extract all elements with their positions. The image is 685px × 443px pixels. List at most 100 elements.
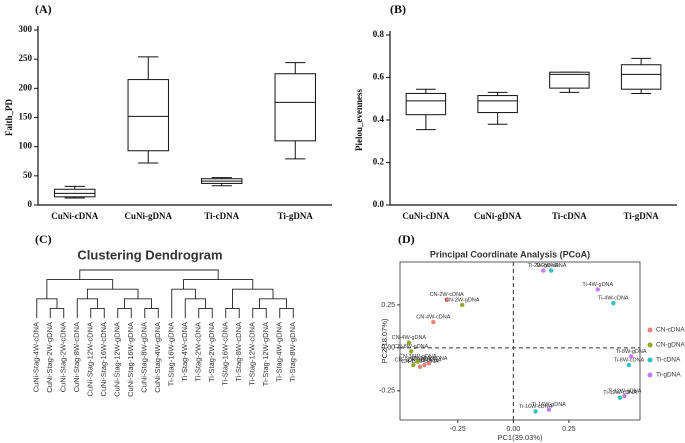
y-tick-label: 0.25	[381, 302, 395, 309]
box	[477, 95, 518, 114]
dendrogram-link	[171, 288, 196, 318]
point-label: Ti-4W-gDNA	[582, 282, 613, 288]
y-tick-label: 0.2	[373, 157, 385, 167]
leaf-label: CuNi-Stag-4W-cDNA	[32, 322, 41, 392]
point	[444, 297, 449, 302]
point	[426, 361, 432, 366]
point	[533, 409, 538, 414]
leaf-label: Ti-Stag-2W-cDNA	[194, 322, 203, 382]
leaf-label: Ti-Stag-16W-cDNA	[221, 322, 230, 386]
x-tick-label: CuNi-gDNA	[474, 211, 522, 221]
y-axis-label: Faith_PD	[4, 99, 14, 136]
point-label: CN-2W-cDNA	[430, 292, 464, 298]
chart-title: Clustering Dendrogram	[77, 247, 222, 262]
x-tick-label: Ti-gDNA	[623, 211, 659, 221]
legend-label: Ti-gDNA	[656, 372, 681, 379]
x-axis-label: PC1(39.03%)	[497, 433, 543, 442]
leaf-label: CuNi-Stag-2W-gDNA	[45, 322, 54, 393]
leaf-label: CuNi-Stag-16W-cDNA	[99, 322, 108, 396]
point	[617, 395, 623, 400]
leaf-label: Ti-Stag-12W-cDNA	[248, 322, 257, 386]
point	[611, 301, 616, 306]
point-label: Ti-16W-cDNA	[519, 404, 553, 410]
point-label: Ti-12W-gDNA	[607, 388, 641, 394]
point-label: CN-2W-gDNA	[445, 297, 480, 303]
panel-label: (B)	[390, 2, 406, 16]
leaf-label: Ti-Stag-12W-gDNA	[261, 322, 270, 386]
leaf-label: CuNi-Stag-4W-gDNA	[153, 322, 162, 393]
point-label: CN-16W-gDNA	[399, 354, 437, 360]
point	[411, 362, 416, 368]
legend-label: CN-cDNA	[656, 327, 685, 334]
panel-label: (D)	[398, 232, 415, 246]
leaf-label: CuNi-Stag-8W-cDNA	[72, 322, 81, 392]
dendrogram-link	[225, 307, 240, 318]
point-label: CN-12W-cDNA	[401, 359, 439, 365]
point	[622, 393, 627, 399]
dendrogram-link	[279, 307, 294, 318]
x-tick-label: 0.25	[562, 426, 576, 433]
y-tick-label: 150	[19, 112, 33, 122]
x-tick-label: 0.00	[507, 426, 521, 433]
point-label: CN-4W-gDNA	[392, 335, 427, 341]
y-tick-label: 0.6	[373, 72, 385, 82]
point-label: CN-16W-cDNA	[410, 356, 448, 362]
point	[408, 349, 414, 354]
leaf-label: CuNi-Stag-8W-gDNA	[140, 322, 149, 393]
point	[626, 362, 632, 368]
dendrogram-link	[259, 298, 287, 309]
panel-label: (A)	[35, 2, 52, 16]
y-tick-label: 0.00	[381, 345, 395, 352]
legend-swatch	[647, 372, 653, 378]
legend-label: Ti-cDNA	[656, 357, 681, 364]
point	[422, 362, 427, 368]
leaf-label: Ti-Stag-8W-gDNA	[288, 322, 297, 382]
y-tick-label: 250	[19, 53, 33, 63]
box	[405, 92, 447, 116]
plot-frame	[399, 261, 641, 421]
box	[127, 79, 169, 152]
dendrogram-link	[183, 279, 254, 290]
point-label: Ti-16W-gDNA	[532, 402, 566, 408]
x-tick-label: Ti-cDNA	[552, 211, 587, 221]
leaf-label: Ti-Stag-16W-gDNA	[167, 322, 176, 386]
leaf-label: Ti-Stag-2W-gDNA	[207, 322, 216, 382]
box	[549, 71, 590, 89]
box	[274, 73, 316, 142]
leaf-label: CuNi-Stag-16W-gDNA	[126, 322, 135, 397]
dendrogram-link	[90, 307, 105, 318]
x-tick-label: -0.25	[450, 426, 466, 433]
x-tick-label: Ti-gDNA	[278, 211, 314, 221]
point	[548, 268, 554, 273]
y-tick-label: 100	[19, 141, 33, 151]
y-axis-label: PC2(18.07%)	[380, 318, 389, 364]
point	[460, 302, 465, 308]
point-label: CN-4W-cDNA	[416, 315, 450, 321]
x-tick-label: CuNi-gDNA	[124, 211, 172, 221]
box	[620, 64, 662, 90]
point-label: Ti-4W-cDNA	[598, 296, 629, 302]
dendrogram-link	[198, 307, 213, 318]
dendrogram-link	[49, 307, 65, 318]
dendrogram-link	[124, 298, 152, 309]
dendrogram-link	[117, 307, 132, 318]
chart-title: Principal Coordinate Analysis (PCoA)	[430, 249, 590, 259]
y-tick-label: 0.4	[373, 114, 385, 124]
legend-swatch	[647, 357, 653, 363]
x-tick-label: CuNi-cDNA	[51, 211, 98, 221]
point-label: CN-8W-cDNA	[407, 357, 441, 363]
y-axis-label: Pielou_evenness	[354, 89, 364, 151]
y-tick-label: 50	[23, 170, 33, 180]
dendrogram-link	[252, 307, 267, 318]
y-tick-label: 0.0	[373, 199, 385, 209]
point-label: Ti-2W-gDNA	[528, 263, 559, 269]
leaf-label: Ti-Stag-4W-cDNA	[180, 322, 189, 382]
point	[541, 268, 546, 273]
point	[415, 359, 420, 364]
point-label: Ti-8W-gDNA	[616, 349, 647, 355]
legend-label: CN-gDNA	[656, 342, 685, 349]
point	[417, 364, 423, 369]
point	[628, 354, 634, 359]
point	[431, 319, 436, 325]
